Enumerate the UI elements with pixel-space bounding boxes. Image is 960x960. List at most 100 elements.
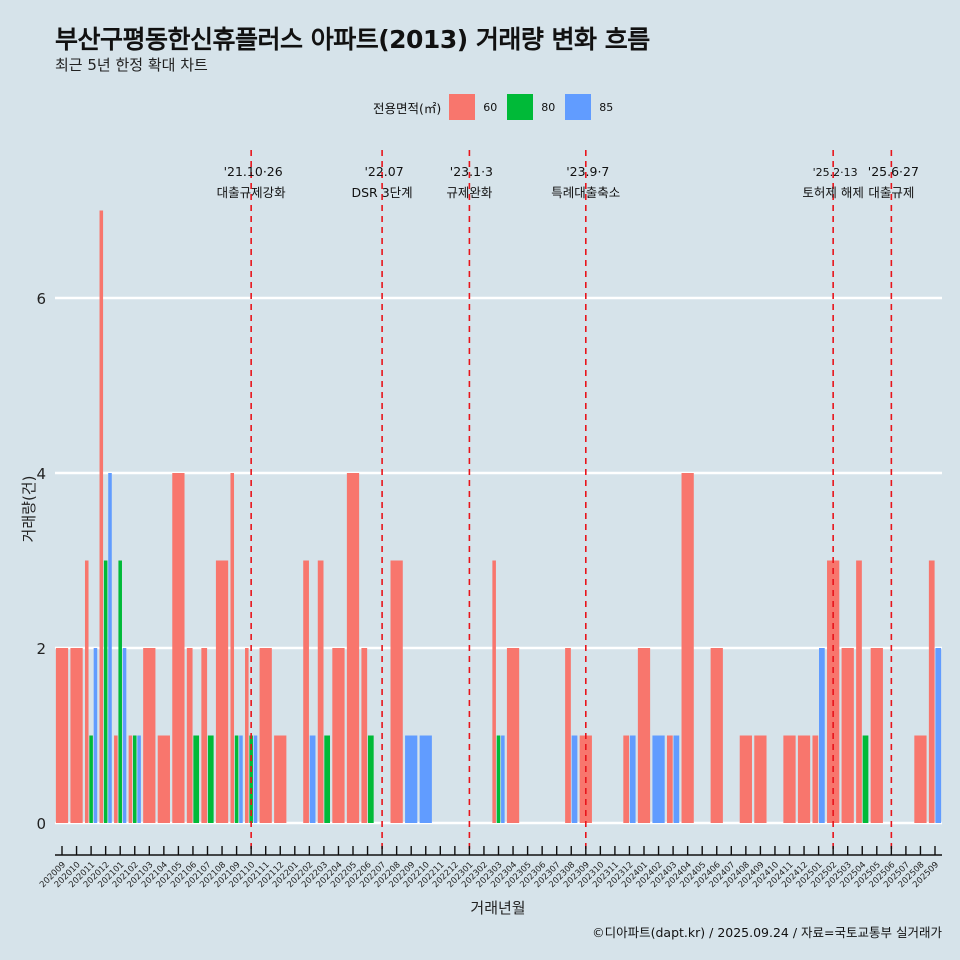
bar-202105-60 — [172, 473, 185, 823]
bar-202111-60 — [259, 648, 272, 823]
y-axis-title: 거래량(건) — [20, 476, 38, 543]
event-lines: '21.10·26 대출규제강화 '22.07 DSR 3단계 '23.1·3 규제완화 '… — [217, 150, 919, 852]
bar-202107-60 — [201, 648, 208, 823]
bar-202312-60 — [623, 735, 630, 823]
event-label-202309: 특례대출축소 — [551, 185, 620, 200]
bar-202303-85 — [501, 735, 505, 823]
bar-202509-85 — [935, 648, 942, 823]
bar-202110-85 — [253, 735, 258, 823]
bar-202101-60 — [114, 735, 118, 823]
bar-202409-60 — [754, 735, 767, 823]
bar-202102-85 — [137, 735, 141, 823]
bar-202303-80 — [496, 735, 501, 823]
bar-202010-60 — [70, 648, 83, 823]
bar-202402-85 — [652, 735, 665, 823]
bar-202011-80 — [89, 735, 93, 823]
bar-202505-60 — [870, 648, 883, 823]
bar-202106-60 — [186, 648, 193, 823]
bar-202107-80 — [207, 735, 214, 823]
bar-202508-60 — [914, 735, 927, 823]
bar-202102-80 — [132, 735, 137, 823]
bars — [55, 210, 942, 823]
legend: 전용면적(㎡) 60 80 85 — [373, 93, 623, 121]
bar-202504-80 — [862, 735, 869, 823]
event-date-202309: '23.9·7 — [566, 164, 609, 179]
y-tick-label-6: 6 — [36, 290, 46, 308]
bar-202509-60 — [928, 560, 935, 823]
legend-label-80: 80 — [541, 100, 556, 114]
event-date-202110: '21.10·26 — [224, 164, 283, 179]
bar-202112-60 — [274, 735, 287, 823]
bar-202203-80 — [324, 735, 331, 823]
event-label-202506: 대출규제 — [868, 185, 914, 200]
bar-202206-60 — [361, 648, 368, 823]
bar-202412-60 — [797, 735, 811, 823]
axes: 2020092020102020112020122021012021022021… — [38, 846, 942, 890]
bar-202202-85 — [309, 735, 316, 823]
bar-202104-60 — [157, 735, 170, 823]
bar-202101-80 — [118, 560, 122, 823]
legend-label-60: 60 — [483, 100, 498, 114]
y-tick-label-4: 4 — [36, 465, 46, 483]
bar-202009-60 — [55, 648, 69, 823]
chart-subtitle: 최근 5년 한정 확대 차트 — [55, 56, 208, 74]
bar-202109-85 — [239, 735, 243, 823]
bar-202209-85 — [405, 735, 418, 823]
bar-202303-60 — [492, 560, 496, 823]
bar-202404-60 — [681, 473, 694, 823]
event-date-202502: '25.2·13 — [813, 166, 858, 179]
bar-202406-60 — [710, 648, 723, 823]
bar-202102-60 — [128, 735, 133, 823]
chart-title: 부산구평동한신휴플러스 아파트(2013) 거래량 변화 흐름 — [55, 25, 650, 54]
bar-202203-60 — [317, 560, 324, 823]
bar-202012-60 — [99, 210, 104, 823]
bar-202012-80 — [103, 560, 108, 823]
bar-202403-60 — [666, 735, 673, 823]
bar-202411-60 — [783, 735, 796, 823]
bar-202501-60 — [812, 735, 819, 823]
legend-key-85 — [565, 94, 592, 120]
bar-202202-60 — [303, 560, 309, 823]
event-label-202502: 토허제 해제 — [802, 185, 863, 200]
event-label-202301: 규제완화 — [446, 185, 493, 200]
bar-202210-85 — [419, 735, 432, 823]
bar-202408-60 — [739, 735, 752, 823]
bar-202109-60 — [230, 473, 235, 823]
event-date-202207: '22.07 — [364, 164, 403, 179]
y-tick-label-2: 2 — [36, 640, 46, 658]
event-label-202207: DSR 3단계 — [352, 185, 413, 200]
bar-202110-60 — [245, 648, 249, 823]
bar-202108-60 — [215, 560, 229, 823]
bar-202208-60 — [390, 560, 403, 823]
bar-202401-60 — [637, 648, 651, 823]
bar-202011-85 — [93, 648, 98, 823]
bar-202308-60 — [565, 648, 571, 823]
bar-202501-85 — [819, 648, 825, 823]
bar-202504-60 — [856, 560, 862, 823]
bar-202403-85 — [673, 735, 680, 823]
bar-202206-80 — [367, 735, 374, 823]
bar-202205-60 — [346, 473, 360, 823]
legend-label-85: 85 — [599, 100, 614, 114]
x-axis-title: 거래년월 — [470, 899, 525, 917]
bar-202011-60 — [84, 560, 89, 823]
event-label-202110: 대출규제강화 — [217, 185, 287, 200]
event-date-202506: '25.6·27 — [868, 164, 919, 179]
legend-key-60 — [449, 94, 476, 120]
source-caption: ©디아파트(dapt.kr) / 2025.09.24 / 자료=국토교통부 실… — [592, 925, 942, 940]
bar-202308-85 — [571, 735, 578, 823]
bar-202106-80 — [193, 735, 200, 823]
legend-title: 전용면적(㎡) — [373, 100, 442, 116]
bar-202012-85 — [108, 473, 112, 823]
y-tick-label-0: 0 — [36, 815, 46, 833]
bar-202312-85 — [629, 735, 636, 823]
bar-202204-60 — [332, 648, 345, 823]
legend-key-80 — [507, 94, 534, 120]
bar-202101-85 — [122, 648, 127, 823]
bar-202109-80 — [234, 735, 239, 823]
bar-202304-60 — [506, 648, 520, 823]
event-date-202301: '23.1·3 — [450, 164, 493, 179]
bar-202503-60 — [841, 648, 854, 823]
bar-202103-60 — [143, 648, 156, 823]
